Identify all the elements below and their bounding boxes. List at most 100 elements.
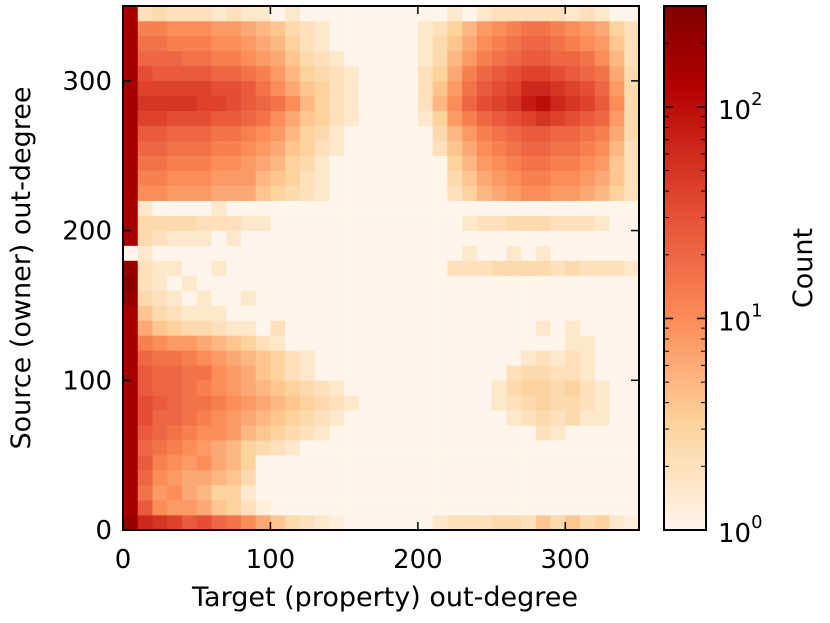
heatmap-cell	[344, 410, 360, 426]
heatmap-cell	[196, 110, 212, 127]
heatmap-cell	[255, 230, 271, 246]
heatmap-cell	[226, 65, 242, 82]
heatmap-cell	[609, 455, 625, 471]
heatmap-cell	[358, 455, 374, 471]
heatmap-cell	[255, 485, 271, 501]
heatmap-cell	[270, 260, 286, 276]
heatmap-cell	[373, 80, 389, 97]
heatmap-cell	[594, 260, 610, 276]
heatmap-cell	[226, 455, 242, 471]
heatmap-cell	[506, 80, 522, 97]
heatmap-cell	[270, 320, 286, 336]
heatmap-cell	[594, 410, 610, 426]
heatmap-cell	[417, 290, 433, 306]
heatmap-cell	[417, 230, 433, 246]
heatmap-cell	[535, 335, 551, 351]
heatmap-cell	[285, 140, 301, 157]
heatmap-cell	[344, 395, 360, 411]
heatmap-cell	[535, 425, 551, 441]
heatmap-cell	[167, 485, 183, 501]
heatmap-cell	[535, 20, 551, 37]
heatmap-cell	[521, 380, 537, 396]
heatmap-cell	[594, 65, 610, 82]
heatmap-cell	[196, 170, 212, 186]
heatmap-cell	[226, 320, 242, 336]
heatmap-cell	[624, 515, 640, 531]
heatmap-cell	[255, 200, 271, 216]
heatmap-cell	[417, 320, 433, 336]
heatmap-cell	[152, 470, 168, 486]
heatmap-cell	[550, 140, 566, 157]
heatmap-cell	[373, 470, 389, 486]
heatmap-cell	[152, 260, 168, 276]
heatmap-cell	[609, 440, 625, 456]
heatmap-cell	[609, 395, 625, 411]
heatmap-cell	[565, 275, 581, 291]
heatmap-cell	[344, 6, 360, 22]
heatmap-cell	[624, 380, 640, 396]
heatmap-cell	[580, 440, 596, 456]
heatmap-cell	[447, 470, 463, 486]
heatmap-cell	[550, 335, 566, 351]
heatmap-cell	[226, 305, 242, 321]
colorbar-tick-label: 101	[718, 300, 763, 337]
heatmap-cell	[329, 350, 345, 366]
heatmap-cell	[550, 65, 566, 82]
heatmap-cell	[373, 200, 389, 216]
heatmap-cell	[211, 230, 227, 246]
heatmap-cell	[476, 335, 492, 351]
heatmap-cell	[314, 170, 330, 186]
heatmap-cell	[196, 35, 212, 52]
heatmap-cell	[226, 6, 242, 22]
heatmap-cell	[388, 110, 404, 127]
heatmap-cell	[314, 485, 330, 501]
heatmap-cell	[196, 365, 212, 381]
heatmap-cell	[181, 155, 198, 171]
heatmap-cell	[152, 500, 168, 516]
heatmap-cell	[609, 215, 625, 231]
heatmap-cell	[550, 410, 566, 426]
heatmap-cell	[476, 485, 492, 501]
heatmap-cell	[550, 470, 566, 486]
heatmap-cell	[417, 110, 433, 127]
heatmap-cell	[299, 185, 315, 201]
heatmap-cell	[329, 275, 345, 291]
heatmap-cell	[565, 410, 581, 426]
heatmap-cell	[196, 245, 212, 261]
heatmap-cell	[123, 230, 139, 246]
heatmap-cell	[358, 320, 374, 336]
heatmap-cell	[491, 275, 507, 291]
heatmap-cell	[580, 65, 596, 82]
heatmap-cell	[535, 500, 551, 516]
heatmap-cell	[373, 170, 389, 186]
heatmap-cell	[240, 80, 256, 97]
heatmap-cell	[535, 185, 551, 201]
heatmap-cell	[373, 20, 389, 37]
heatmap-cell	[211, 365, 227, 381]
heatmap-cell	[167, 245, 183, 261]
heatmap-cell	[211, 155, 227, 171]
heatmap-cell	[417, 395, 433, 411]
heatmap-cell	[358, 80, 374, 97]
heatmap-cell	[535, 350, 551, 366]
heatmap-cell	[550, 305, 566, 321]
heatmap-cell	[226, 155, 242, 171]
heatmap-cell	[344, 440, 360, 456]
heatmap-cell	[285, 395, 301, 411]
heatmap-cell	[329, 80, 345, 97]
heatmap-cell	[285, 155, 301, 171]
heatmap-cell	[462, 215, 478, 231]
heatmap-cell	[123, 6, 139, 22]
heatmap-cell	[506, 380, 522, 396]
heatmap-cell	[123, 20, 139, 37]
heatmap-cell	[123, 200, 139, 216]
heatmap-cell	[565, 215, 581, 231]
heatmap-cell	[152, 125, 168, 142]
heatmap-cell	[580, 170, 596, 186]
heatmap-cell	[226, 380, 242, 396]
heatmap-cell	[358, 440, 374, 456]
heatmap-cell	[491, 95, 507, 112]
heatmap-cell	[403, 125, 419, 142]
heatmap-cell	[358, 185, 374, 201]
heatmap-cell	[167, 365, 183, 381]
